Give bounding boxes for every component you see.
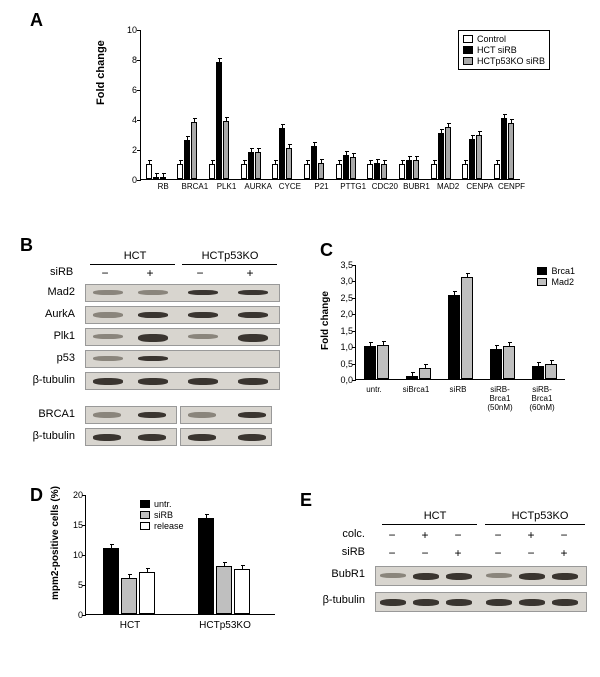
chart-a-ylabel: Fold change (95, 40, 107, 105)
chart-d-ylabel: mpm2-positive cells (%) (50, 486, 61, 600)
panel-e-col-hct: HCT (395, 510, 475, 522)
legend-release: release (154, 521, 184, 531)
panel-e-col-hctp53ko: HCTp53KO (495, 510, 585, 522)
legend-hct-sirb: HCT siRB (477, 45, 517, 55)
chart-c-plot (355, 265, 565, 380)
legend-control: Control (477, 34, 506, 44)
legend-brca1: Brca1 (551, 266, 575, 276)
panel-b-pm-1: + (140, 266, 160, 280)
chart-a-legend: Control HCT siRB HCTp53KO siRB (458, 30, 550, 70)
panel-e-label: E (300, 490, 312, 511)
chart-c: Fold change Brca1 Mad2 0,00,51,01,52,02,… (320, 260, 580, 420)
panel-c-label: C (320, 240, 333, 261)
panel-b-pm-0: − (95, 266, 115, 280)
chart-c-legend: Brca1 Mad2 (537, 265, 575, 288)
panel-a-label: A (30, 10, 43, 31)
chart-d-legend: untr. siRB release (140, 498, 184, 532)
chart-c-ylabel: Fold change (320, 291, 331, 350)
chart-a: Fold change Control HCT siRB HCTp53KO si… (100, 20, 540, 220)
chart-d: mpm2-positive cells (%) untr. siRB relea… (50, 490, 300, 660)
panel-b-col-hct: HCT (95, 250, 175, 262)
panel-b-col-hctp53ko: HCTp53KO (185, 250, 275, 262)
panel-b-pm-2: − (190, 266, 210, 280)
panel-b-pm-3: + (240, 266, 260, 280)
legend-hctp53ko-sirb: HCTp53KO siRB (477, 56, 545, 66)
panel-b-label: B (20, 235, 33, 256)
legend-untr: untr. (154, 499, 172, 509)
panel-b-sirb-label: siRB (50, 266, 73, 278)
legend-sirb: siRB (154, 510, 173, 520)
legend-mad2: Mad2 (551, 277, 574, 287)
panel-d-label: D (30, 485, 43, 506)
